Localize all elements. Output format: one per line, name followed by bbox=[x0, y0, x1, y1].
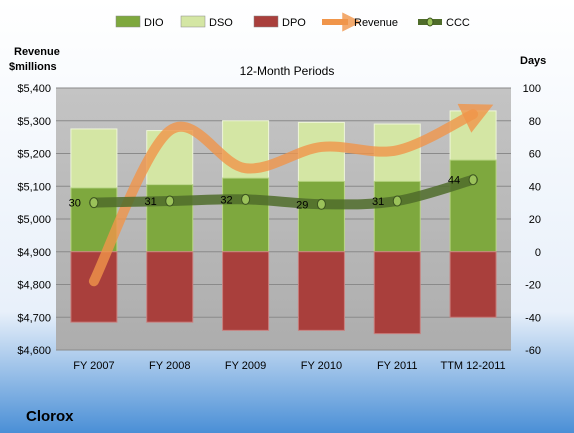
ccc-data-label: 44 bbox=[448, 175, 460, 187]
right-tick-label: 60 bbox=[529, 149, 541, 161]
right-tick-label: 80 bbox=[529, 116, 541, 128]
bar-dio bbox=[449, 159, 497, 253]
left-tick-label: $5,000 bbox=[17, 214, 51, 226]
left-tick-label: $5,200 bbox=[17, 149, 51, 161]
right-tick-label: 20 bbox=[529, 214, 541, 226]
ccc-point bbox=[165, 195, 175, 207]
bar-dio bbox=[222, 177, 270, 253]
x-tick-label: FY 2010 bbox=[301, 360, 342, 372]
ccc-point bbox=[316, 198, 326, 210]
ccc-data-label: 30 bbox=[69, 198, 81, 210]
line-series: 30 31 32 29 31 44 bbox=[69, 103, 494, 287]
right-axis-label: Days bbox=[520, 55, 546, 67]
x-tick-label: FY 2009 bbox=[225, 360, 266, 372]
left-tick-label: $5,400 bbox=[17, 83, 51, 95]
bar-dpo bbox=[449, 251, 497, 318]
bar-dpo bbox=[146, 251, 194, 323]
left-tick-label: $5,300 bbox=[17, 116, 51, 128]
right-tick-label: -60 bbox=[525, 345, 541, 357]
legend-swatch bbox=[115, 15, 141, 28]
left-axis-ticks: $4,600 $4,700 $4,800 $4,900 $5,000 $5,100 $5,2… bbox=[17, 83, 51, 357]
right-tick-label: -20 bbox=[525, 280, 541, 292]
chart-title: 12-Month Periods bbox=[240, 64, 335, 78]
legend-label: DIO bbox=[144, 17, 164, 29]
bar-dpo bbox=[373, 251, 421, 335]
ccc-line bbox=[88, 174, 479, 210]
left-tick-label: $4,800 bbox=[17, 280, 51, 292]
bar-dio bbox=[373, 180, 421, 253]
x-tick-label: FY 2008 bbox=[149, 360, 190, 372]
bar-dio bbox=[146, 184, 194, 253]
left-axis-label-line1: Revenue bbox=[14, 46, 60, 58]
x-tick-label: TTM 12-2011 bbox=[440, 360, 505, 372]
ccc-point bbox=[89, 197, 99, 209]
revenue-line bbox=[88, 103, 494, 287]
x-tick-label: FY 2007 bbox=[73, 360, 114, 372]
ccc-data-label: 31 bbox=[372, 196, 384, 208]
legend: DIO DSO DPO Revenue CCC bbox=[115, 12, 470, 32]
x-tick-label: FY 2011 bbox=[377, 360, 418, 372]
bar-dpo bbox=[297, 251, 345, 331]
legend-swatch bbox=[253, 15, 279, 28]
legend-label: DPO bbox=[282, 17, 306, 29]
right-axis-ticks: -60 -40 -20 0 20 40 60 80 100 bbox=[523, 83, 541, 357]
bar-dpo bbox=[70, 251, 118, 323]
ccc-data-label: 29 bbox=[296, 199, 308, 211]
left-tick-label: $5,100 bbox=[17, 181, 51, 193]
legend-marker bbox=[426, 17, 434, 27]
left-axis-label-line2: $millions bbox=[9, 61, 57, 73]
bar-dso bbox=[70, 128, 118, 189]
x-axis-ticks: FY 2007 FY 2008 FY 2009 FY 2010 FY 2011 TTM 1… bbox=[73, 360, 505, 372]
company-name: Clorox bbox=[26, 408, 74, 425]
right-tick-label: -40 bbox=[525, 312, 541, 324]
left-tick-label: $4,600 bbox=[17, 345, 51, 357]
ccc-data-label: 31 bbox=[145, 196, 157, 208]
bar-dpo bbox=[222, 251, 270, 331]
ccc-point bbox=[468, 174, 478, 186]
legend-swatch bbox=[180, 15, 206, 28]
ccc-point bbox=[241, 193, 251, 205]
left-tick-label: $4,700 bbox=[17, 312, 51, 324]
legend-label: Revenue bbox=[354, 17, 398, 29]
bar-dio bbox=[297, 180, 345, 253]
right-tick-label: 40 bbox=[529, 181, 541, 193]
ccc-point bbox=[392, 195, 402, 207]
legend-label: CCC bbox=[446, 17, 470, 29]
left-tick-label: $4,900 bbox=[17, 247, 51, 259]
right-tick-label: 0 bbox=[535, 247, 541, 259]
ccc-data-label: 32 bbox=[220, 194, 232, 206]
right-tick-label: 100 bbox=[523, 83, 541, 95]
legend-label: DSO bbox=[209, 17, 233, 29]
